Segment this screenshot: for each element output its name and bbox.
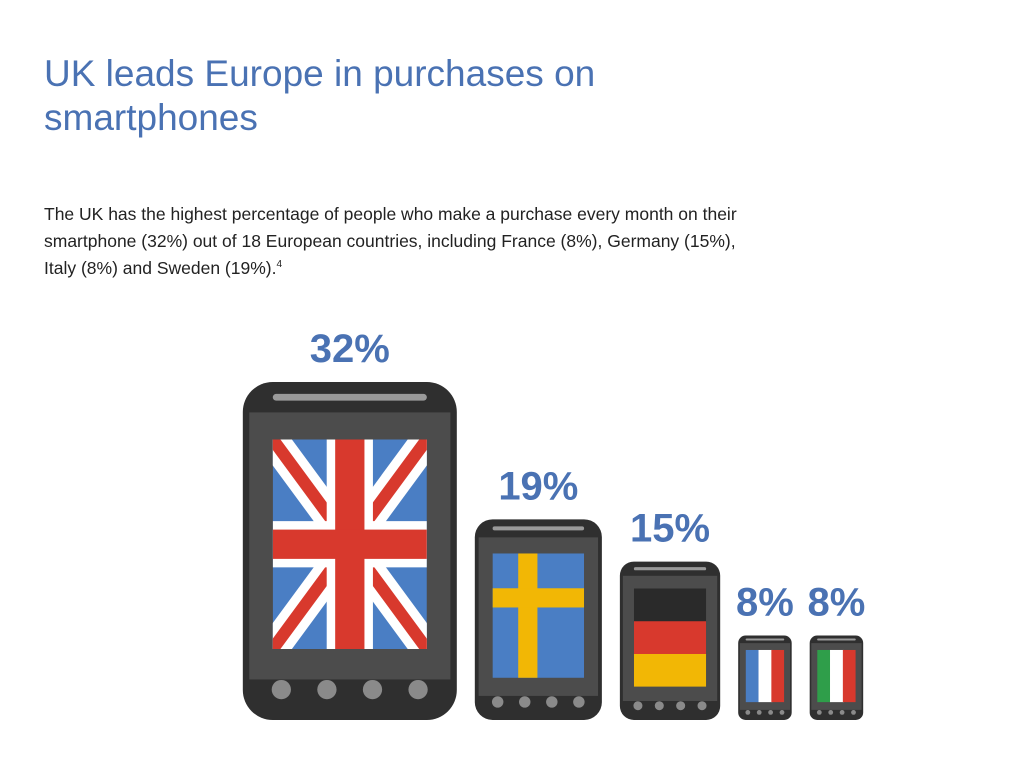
phone-button [633,701,643,711]
italy-flag [817,649,856,703]
phone-button [573,696,585,708]
phone-button [519,696,531,708]
value-label-france: 8% [736,581,794,625]
phone-button [839,709,845,715]
phone-button [317,679,337,700]
uk-flag [272,439,427,650]
phone-button [851,709,856,715]
phone-button [654,701,664,711]
speaker-grille [633,567,707,571]
value-label-italy: 8% [808,581,866,625]
footnote-marker: 4 [276,259,283,271]
phone-button [697,701,707,711]
phone-button [816,709,822,715]
value-label-germany: 15% [630,507,710,551]
phone-button [676,701,686,711]
description: The UK has the highest percentage of peo… [44,201,744,282]
phone-button [828,709,834,715]
phone-button [756,709,762,715]
speaker-grille [745,638,785,641]
phone-button [271,679,291,700]
france-flag [745,649,785,703]
page-title: UK leads Europe in purchases on smartpho… [44,53,596,138]
phone-button [768,709,774,715]
phone-buttons [271,679,428,700]
description-text: The UK has the highest percentage of peo… [44,204,737,278]
phone-uk [242,382,457,720]
phone-sweden [474,519,602,720]
speaker-grille [817,638,856,641]
phone-button [408,679,428,700]
speaker-grille [492,526,585,531]
value-label-sweden: 19% [498,464,578,508]
phone-button [546,696,558,708]
phone-button [362,679,383,700]
phone-germany [619,561,721,720]
phone-buttons [745,709,785,715]
phone-france [738,635,792,720]
germany-flag [633,588,707,687]
phone-button [491,696,504,708]
phone-italy [809,635,864,720]
value-label-uk: 32% [310,327,390,371]
phone-buttons [633,701,707,711]
phone-buttons [491,696,585,708]
phone-button [745,709,751,715]
phone-buttons [816,709,856,715]
phone-button [779,709,785,715]
speaker-grille [272,393,427,401]
sweden-flag [492,553,585,678]
